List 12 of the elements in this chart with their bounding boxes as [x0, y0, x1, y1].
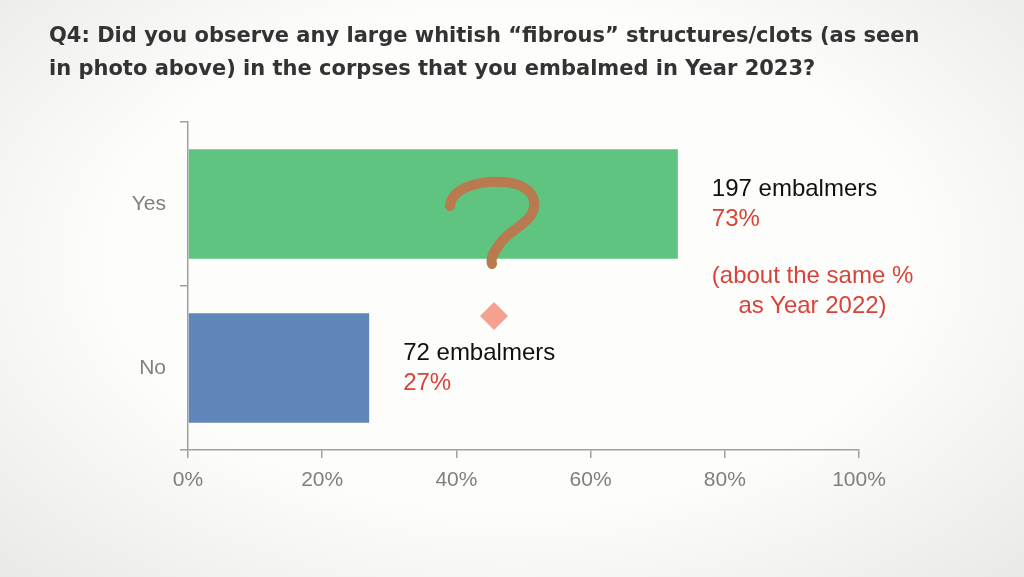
- x-tick-label: 80%: [703, 467, 746, 491]
- x-tick-label: 0%: [172, 467, 204, 491]
- chart-title: Q4: Did you observe any large whitish “fibrous” structures/clots (as seen in photo above) in the corpses that you embalmed in Year 2023?: [49, 22, 921, 82]
- x-tick-label: 60%: [569, 467, 612, 491]
- x-tick-label: 40%: [435, 467, 478, 491]
- data-label: 197 embalmers 73%: [711, 173, 878, 231]
- data-label: 72 embalmers 27%: [403, 337, 556, 395]
- annotation: (about the same % as Year 2022): [711, 260, 914, 318]
- y-tick-label: Yes: [131, 190, 166, 214]
- x-tick-label: 20%: [301, 467, 344, 491]
- y-tick-label: No: [139, 354, 166, 378]
- x-tick-label: 100%: [832, 467, 886, 491]
